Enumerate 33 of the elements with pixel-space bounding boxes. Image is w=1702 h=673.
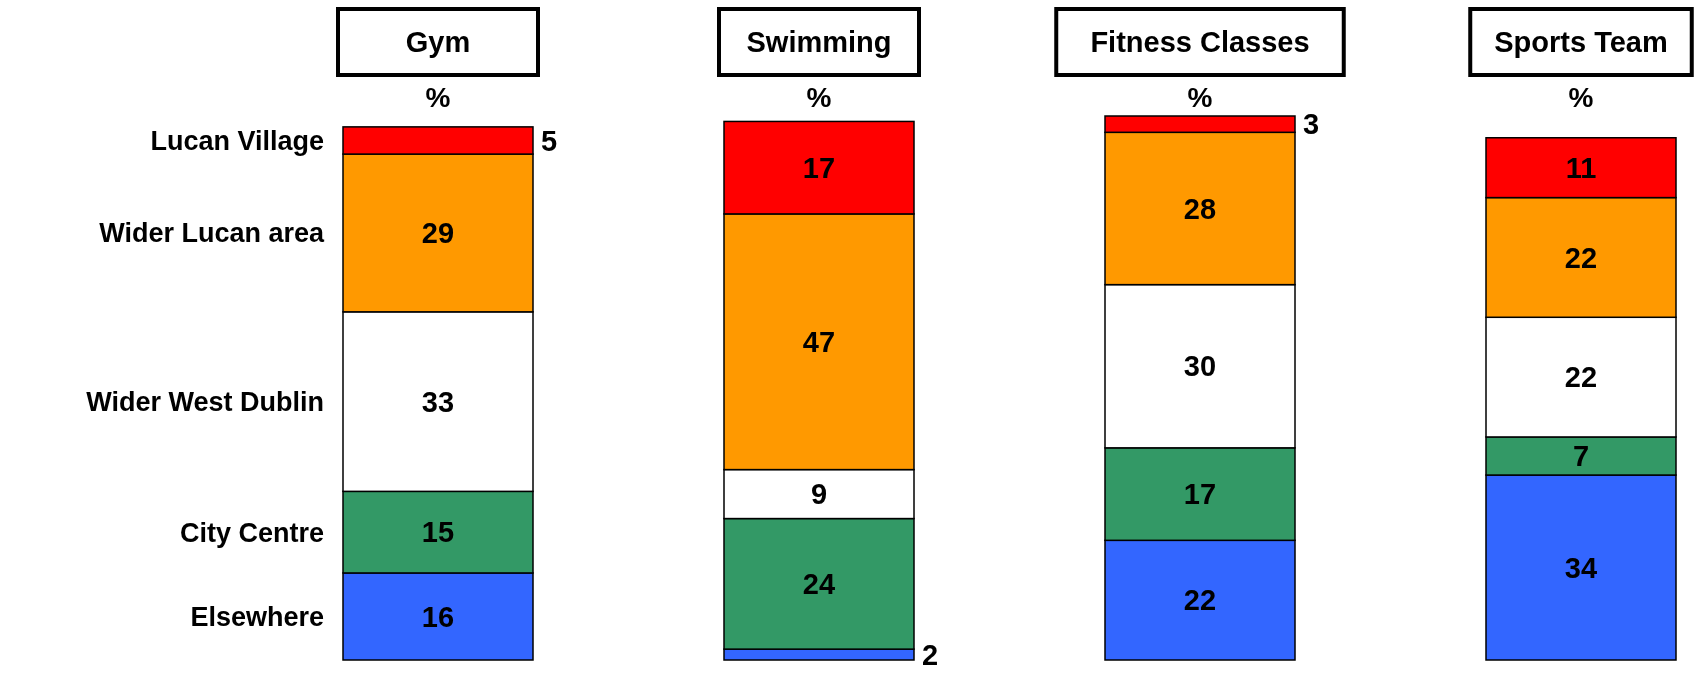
data-label: 11	[1565, 151, 1597, 184]
data-label: 28	[1183, 192, 1217, 225]
data-label: 9	[810, 478, 828, 511]
data-label: 17	[1183, 478, 1217, 511]
series-label: Wider Lucan area	[99, 218, 325, 249]
data-label: 3	[1303, 108, 1320, 141]
data-label: 47	[802, 325, 836, 358]
data-label: 16	[421, 600, 455, 633]
y-axis-title: %	[425, 81, 451, 113]
x-tick-label: Sports Team	[1494, 26, 1668, 59]
data-label: 17	[802, 151, 836, 184]
data-label: 15	[421, 516, 455, 549]
text: %	[1187, 81, 1213, 113]
x-tick-label: Gym	[405, 26, 471, 59]
text: %	[806, 81, 832, 113]
data-label: 7	[1572, 440, 1590, 473]
data-label: 2	[922, 638, 939, 671]
text: %	[1568, 81, 1594, 113]
data-label: 22	[1564, 361, 1598, 394]
data-label: 24	[802, 567, 836, 600]
series-label: Wider West Dublin	[86, 387, 324, 418]
data-label: 22	[1183, 584, 1217, 617]
data-label: 33	[421, 385, 455, 418]
series-label: Lucan Village	[150, 125, 324, 156]
data-label: 34	[1564, 551, 1598, 584]
series-label: City Centre	[179, 517, 324, 548]
series-label: Elsewhere	[190, 601, 324, 632]
data-label: 5	[541, 124, 558, 157]
data-label: 29	[421, 217, 455, 250]
data-label: 30	[1183, 350, 1217, 383]
data-label: 22	[1564, 241, 1598, 274]
x-tick-label: Swimming	[746, 26, 892, 59]
x-tick-label: Fitness Classes	[1090, 26, 1310, 59]
